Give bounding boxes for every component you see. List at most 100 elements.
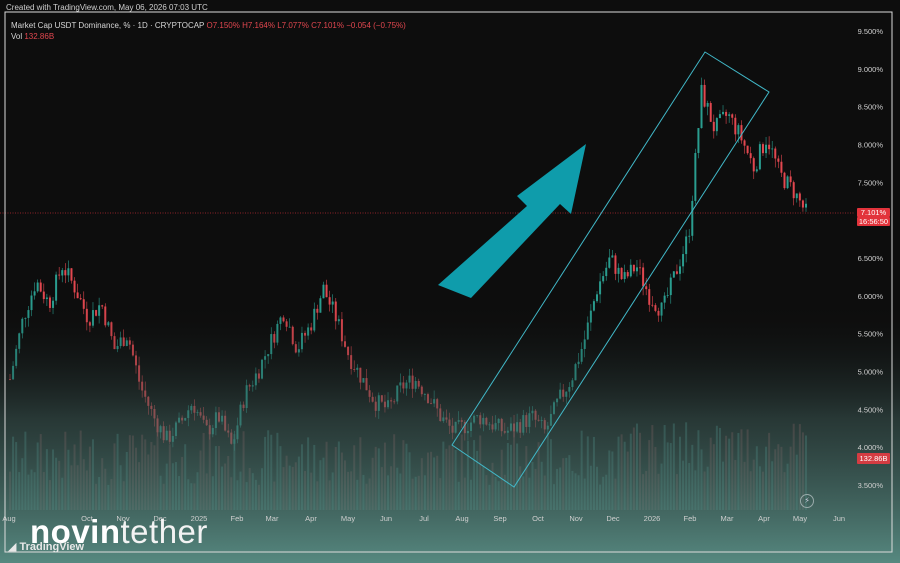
candle-body xyxy=(771,148,774,150)
candle-body xyxy=(55,274,58,301)
symbol-legend[interactable]: Market Cap USDT Dominance, % · 1D · CRYP… xyxy=(11,21,406,30)
candle-body xyxy=(722,111,725,115)
candle-body xyxy=(746,145,749,154)
y-tick-label: 8.500% xyxy=(858,103,884,112)
candle-body xyxy=(765,144,768,154)
candle-body xyxy=(685,236,688,255)
candle-body xyxy=(79,298,82,300)
x-tick-label: Jun xyxy=(833,514,845,523)
lightning-icon[interactable]: ⚡ xyxy=(800,494,814,508)
symbol-name: Market Cap USDT Dominance, % · 1D · CRYP… xyxy=(11,21,205,30)
trend-arrow-drawing[interactable] xyxy=(438,144,586,298)
candle-body xyxy=(614,255,617,274)
candle-body xyxy=(801,200,804,208)
candle-body xyxy=(725,111,728,116)
volume-value: 132.86B xyxy=(24,32,55,41)
x-tick-label: Dec xyxy=(153,514,167,523)
candle-body xyxy=(620,267,623,280)
outer-frame xyxy=(4,11,893,553)
candle-body xyxy=(76,292,79,299)
candle-body xyxy=(325,284,328,298)
candle-body xyxy=(639,267,642,269)
candle-body xyxy=(42,291,45,300)
watermark-word-novin: novin xyxy=(30,513,121,550)
candle-body xyxy=(36,282,39,292)
candle-body xyxy=(678,266,681,274)
candle-body xyxy=(691,200,694,236)
candle-body xyxy=(626,272,629,277)
y-tick-label: 8.000% xyxy=(858,141,884,150)
candle-body xyxy=(322,284,325,299)
candle-body xyxy=(786,176,789,189)
x-tick-label: Dec xyxy=(606,514,620,523)
volume-legend[interactable]: Vol 132.86B xyxy=(11,32,54,41)
x-axis: Aug Oct Nov Dec 2025 Feb Mar Apr May Jun Jul Aug Sep… xyxy=(2,514,845,523)
x-tick-label: Oct xyxy=(532,514,545,523)
candle-body xyxy=(768,144,771,150)
x-tick-label: Oct xyxy=(81,514,94,523)
y-tick-label: 6.000% xyxy=(858,292,884,301)
candle-body xyxy=(795,193,798,199)
low-value: L7.077% xyxy=(277,21,309,30)
tradingview-label: TradingView xyxy=(19,541,85,553)
candle-body xyxy=(642,267,645,287)
x-tick-label: Aug xyxy=(455,514,468,523)
candle-body xyxy=(666,295,669,296)
close-value: C7.101% xyxy=(311,21,344,30)
candle-body xyxy=(774,148,777,159)
open-value: O7.150% xyxy=(206,21,240,30)
candle-body xyxy=(61,270,64,276)
candle-body xyxy=(70,268,73,281)
candle-body xyxy=(608,257,611,268)
x-tick-label: Sep xyxy=(493,514,506,523)
candle-body xyxy=(58,274,61,276)
x-tick-label: Jun xyxy=(380,514,392,523)
candle-body xyxy=(805,203,807,208)
candle-body xyxy=(596,294,599,302)
candle-body xyxy=(611,255,614,258)
bottom-gradient xyxy=(0,300,900,563)
candle-body xyxy=(599,281,602,295)
candle-body xyxy=(682,254,685,267)
candle-body xyxy=(734,117,737,135)
x-tick-label: May xyxy=(793,514,807,523)
x-tick-label: Feb xyxy=(684,514,697,523)
candle-body xyxy=(645,286,648,290)
candle-body xyxy=(697,128,700,153)
candle-body xyxy=(688,235,691,237)
x-tick-label: Nov xyxy=(569,514,583,523)
candle-body xyxy=(629,264,632,277)
y-axis: 9.500%9.000%8.500%8.000%7.500%7.000%6.50… xyxy=(858,27,884,490)
y-tick-label: 5.000% xyxy=(858,368,884,377)
change-value: −0.054 (−0.75%) xyxy=(346,21,406,30)
x-tick-label: 2025 xyxy=(191,514,208,523)
volume-tag: 132.86B xyxy=(857,453,890,464)
x-tick-label: May xyxy=(341,514,355,523)
candle-body xyxy=(715,118,718,132)
y-tick-label: 9.000% xyxy=(858,65,884,74)
candle-body xyxy=(709,103,712,122)
high-value: H7.164% xyxy=(242,21,275,30)
candle-body xyxy=(694,152,697,201)
candle-body xyxy=(669,277,672,296)
candle-body xyxy=(718,114,721,119)
x-tick-label: Feb xyxy=(231,514,244,523)
candle-body xyxy=(648,289,651,305)
y-tick-label: 4.500% xyxy=(858,405,884,414)
parallel-channel-drawing[interactable] xyxy=(451,51,770,488)
candle-body xyxy=(783,172,786,189)
candle-body xyxy=(617,267,620,274)
x-tick-label: 2026 xyxy=(644,514,661,523)
candle-body xyxy=(33,291,36,296)
candle-body xyxy=(703,84,706,107)
tradingview-logo[interactable]: ◢ TradingView xyxy=(8,541,85,553)
candle-body xyxy=(752,158,755,172)
candle-body xyxy=(73,280,76,293)
candle-body xyxy=(663,295,666,303)
x-tick-label: Apr xyxy=(758,514,770,523)
candle-body xyxy=(706,103,709,107)
candle-body xyxy=(758,144,761,170)
candle-body xyxy=(605,267,608,277)
x-tick-label: Aug xyxy=(2,514,15,523)
